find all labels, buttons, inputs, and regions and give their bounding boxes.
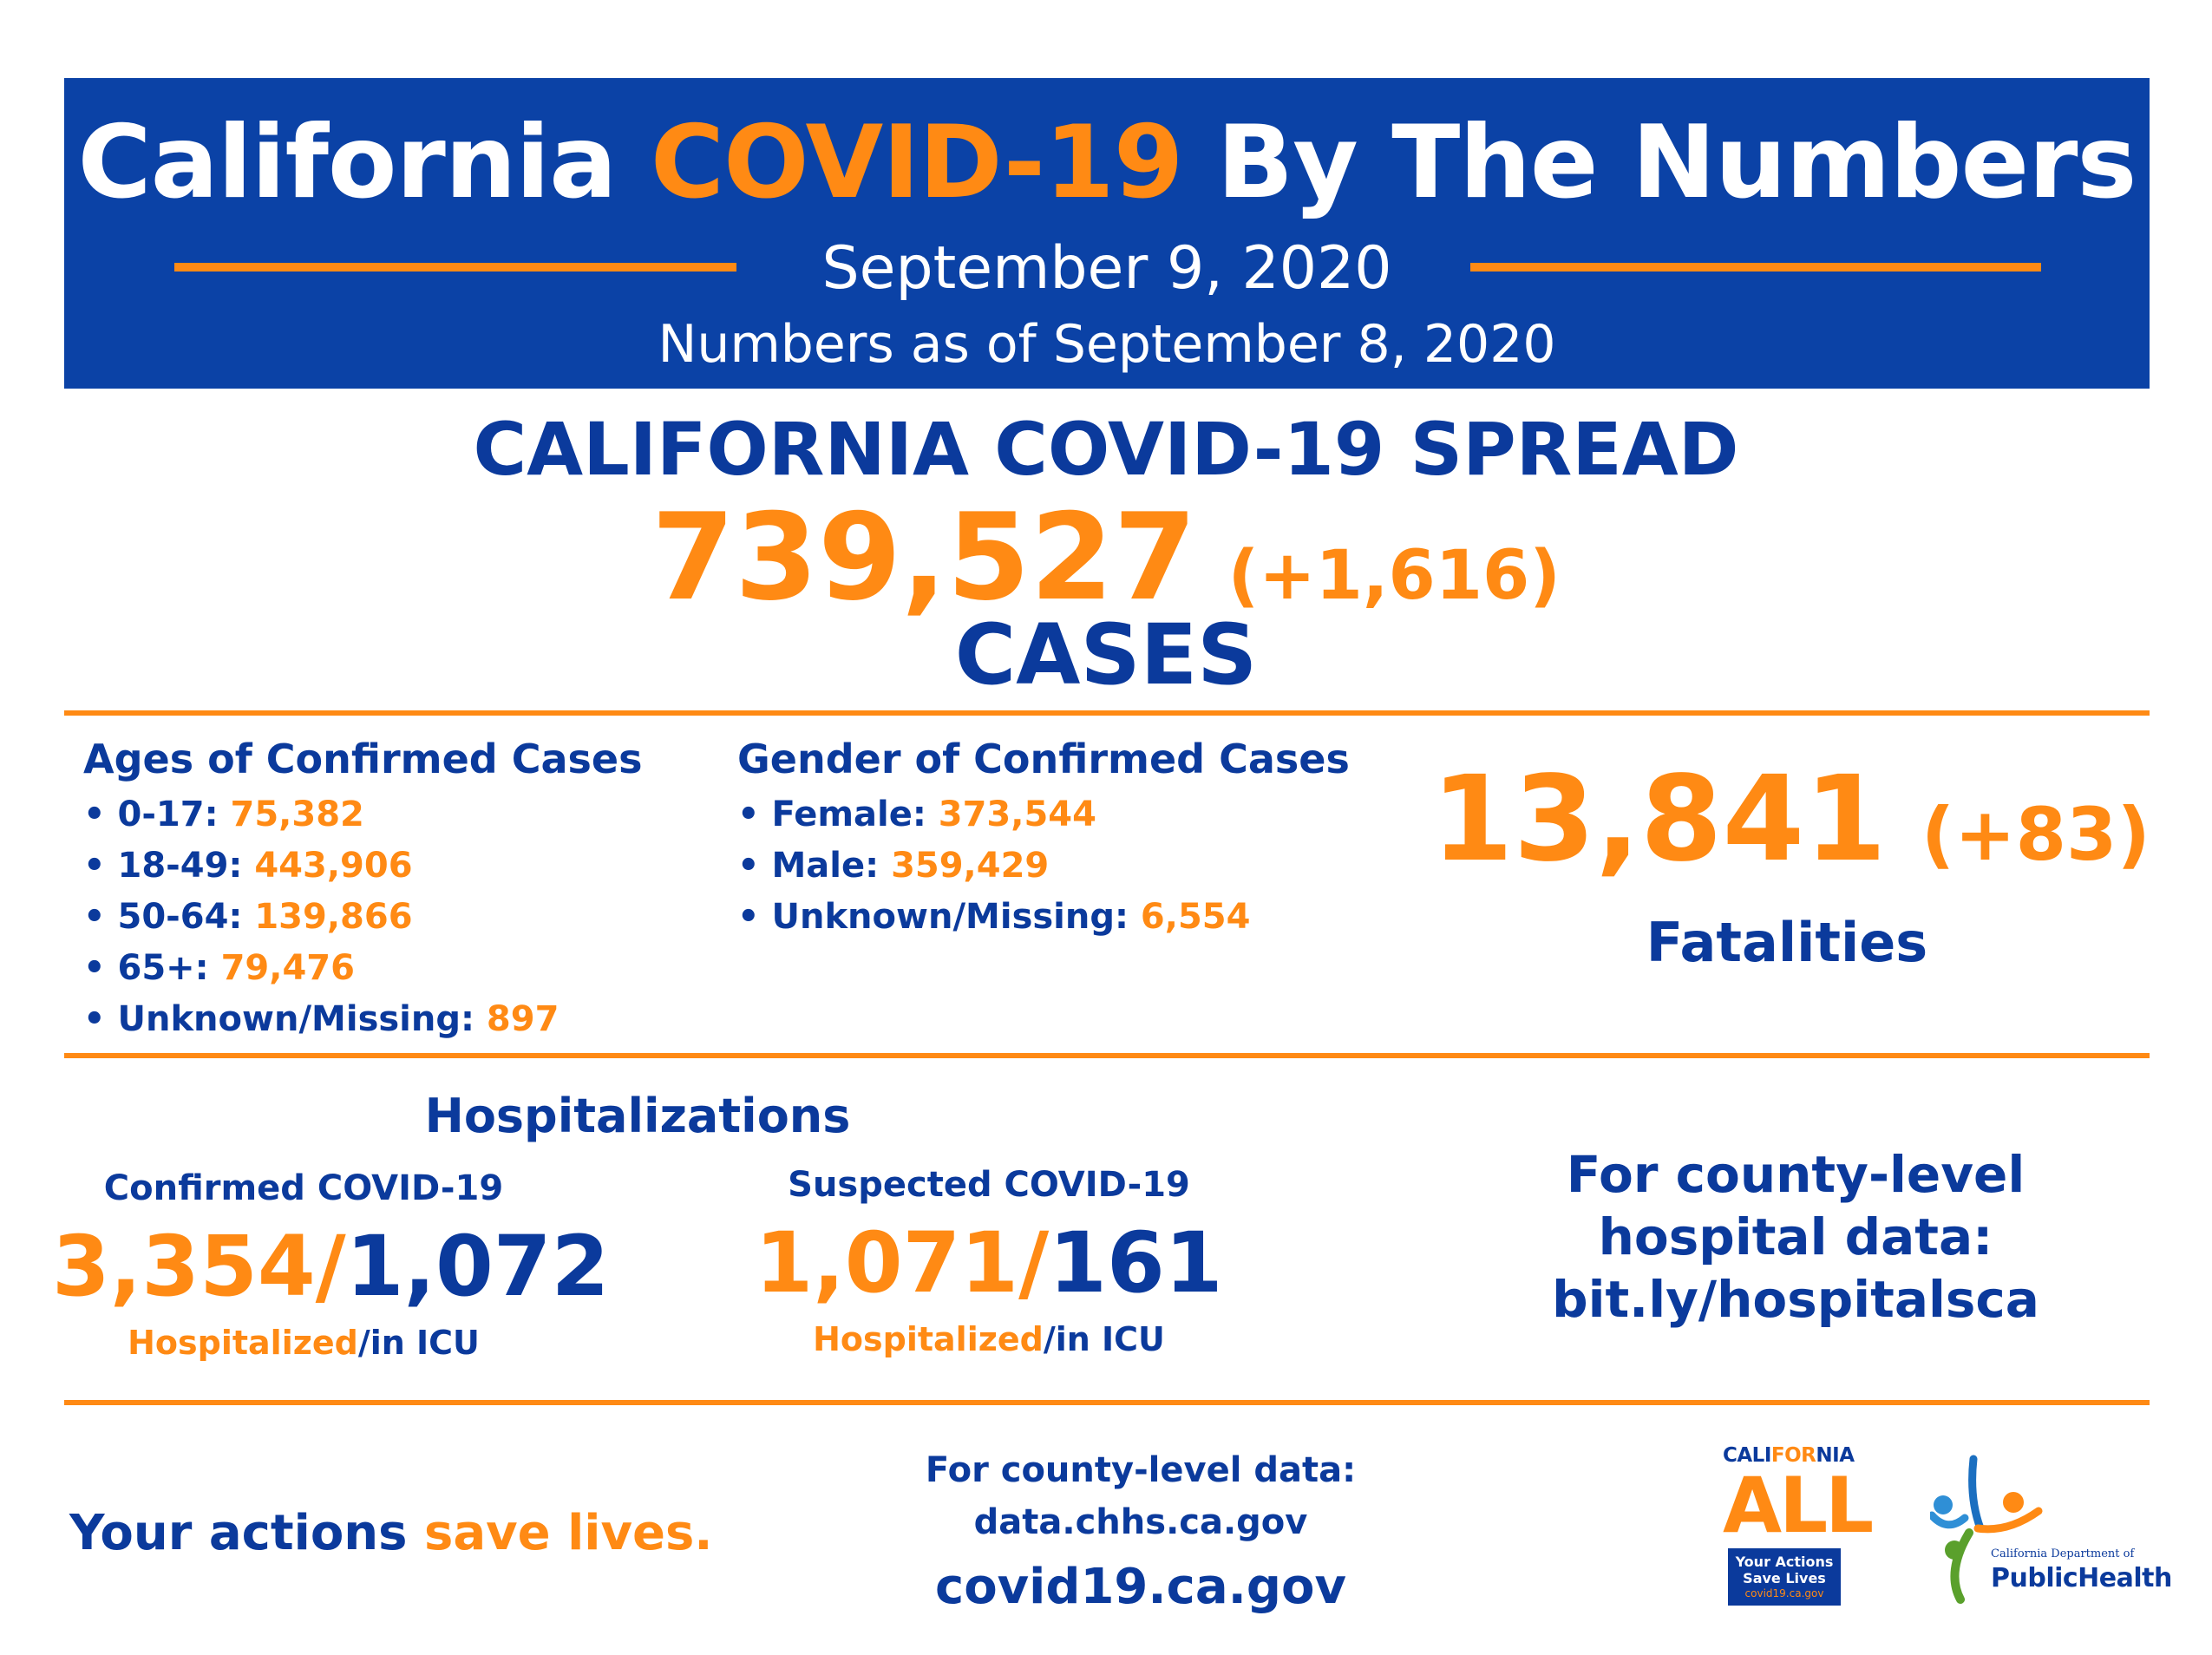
ca-word-pre: CALI bbox=[1723, 1444, 1771, 1467]
report-date: September 9, 2020 bbox=[821, 234, 1392, 303]
cases-change: (+1,616) bbox=[1227, 537, 1561, 615]
confirmed-label: Confirmed COVID-19 bbox=[103, 1168, 504, 1208]
cdph-name: PublicHealth bbox=[1991, 1563, 2172, 1593]
title-highlight: COVID-19 bbox=[650, 104, 1184, 221]
save-lives-pre: Your actions bbox=[69, 1505, 424, 1561]
fatalities-total: 13,841 bbox=[1431, 751, 1887, 888]
gender-item-value: 373,544 bbox=[938, 795, 1096, 834]
cdph-department: California Department of bbox=[1991, 1547, 2135, 1560]
confirmed-sub: Hospitalized/in ICU bbox=[52, 1318, 555, 1367]
divider-3 bbox=[64, 1400, 2150, 1405]
cases-line: 739,527 (+1,616) bbox=[0, 493, 2212, 659]
suspected-hospitalized: 1,071/ bbox=[755, 1214, 1050, 1312]
suspected-label: Suspected COVID-19 bbox=[788, 1165, 1190, 1205]
title-pre: California bbox=[77, 104, 651, 221]
ca-word-post: NIA bbox=[1816, 1444, 1855, 1467]
spread-title: CALIFORNIA COVID-19 SPREAD bbox=[473, 407, 1739, 492]
ca-box-line2: Save Lives bbox=[1743, 1570, 1826, 1586]
age-item-value: 897 bbox=[486, 999, 560, 1039]
county-data: For county-level data: data.chhs.ca.gov bbox=[867, 1444, 1414, 1548]
gender-list: • Female: 373,544 • Male: 359,429 • Unknow… bbox=[737, 789, 1250, 943]
suspected-numbers: 1,071/161 bbox=[746, 1211, 1232, 1315]
cdph-emblem-icon bbox=[1930, 1455, 2043, 1604]
ages-list: • 0-17: 75,382 • 18-49: 443,906 • 50-64: 1… bbox=[83, 789, 559, 1045]
confirmed-numbers: 3,354/1,072 bbox=[52, 1214, 609, 1318]
title-post: By The Numbers bbox=[1182, 104, 2137, 221]
age-item: • 18-49: 443,906 bbox=[83, 841, 559, 892]
all-wordmark: ALL bbox=[1723, 1461, 1874, 1550]
county-hospital-data: For county-level hospital data: bit.ly/h… bbox=[1535, 1143, 2056, 1331]
county-hospital-link[interactable]: bit.ly/hospitalsca bbox=[1552, 1270, 2039, 1329]
county-hospital-line2: hospital data: bbox=[1598, 1207, 1993, 1266]
cases-total: 739,527 bbox=[651, 487, 1197, 627]
california-all-logo: CALIFORNIA ALL Your Actions Save Lives c… bbox=[1723, 1444, 1874, 1618]
cases-label: CASES bbox=[954, 606, 1258, 703]
gender-title: Gender of Confirmed Cases bbox=[737, 736, 1350, 782]
fatalities-change: (+83) bbox=[1921, 792, 2150, 877]
age-item-value: 79,476 bbox=[220, 948, 355, 988]
confirmed-block: Confirmed COVID-19 3,354/1,072 Hospitali… bbox=[52, 1162, 609, 1367]
confirmed-sub-icu: /in ICU bbox=[357, 1324, 480, 1362]
age-item: • 0-17: 75,382 bbox=[83, 789, 559, 841]
ca-box-line1: Your Actions bbox=[1735, 1554, 1834, 1570]
covid-site-link[interactable]: covid19.ca.gov bbox=[935, 1559, 1346, 1615]
confirmed-hospitalized: 3,354/ bbox=[52, 1218, 346, 1315]
header-banner: California COVID-19 By The Numbers Septe… bbox=[64, 78, 2150, 389]
confirmed-sub-hospitalized: Hospitalized bbox=[128, 1324, 358, 1362]
suspected-icu: 161 bbox=[1049, 1214, 1223, 1312]
california-all-box: Your Actions Save Lives covid19.ca.gov bbox=[1728, 1548, 1841, 1606]
cdph-logo: California Department of PublicHealth bbox=[1930, 1450, 2172, 1624]
ages-title: Ages of Confirmed Cases bbox=[83, 736, 643, 782]
ca-box-url: covid19.ca.gov bbox=[1744, 1587, 1824, 1599]
as-of-date: Numbers as of September 8, 2020 bbox=[658, 314, 1556, 375]
suspected-block: Suspected COVID-19 1,071/161 Hospitalize… bbox=[746, 1159, 1232, 1364]
age-item-label: • 50-64: bbox=[83, 897, 255, 937]
hospitalizations-title: Hospitalizations bbox=[424, 1089, 851, 1143]
age-item-label: • 0-17: bbox=[83, 795, 231, 834]
age-item: • 65+: 79,476 bbox=[83, 943, 559, 994]
gender-item: • Unknown/Missing: 6,554 bbox=[737, 892, 1250, 943]
gender-item: • Male: 359,429 bbox=[737, 841, 1250, 892]
fatalities-label: Fatalities bbox=[1646, 911, 1928, 974]
divider-1 bbox=[64, 710, 2150, 716]
gender-item-value: 6,554 bbox=[1140, 897, 1251, 937]
age-item-label: • 18-49: bbox=[83, 846, 255, 886]
confirmed-icu: 1,072 bbox=[345, 1218, 610, 1315]
age-item-value: 75,382 bbox=[230, 795, 364, 834]
gender-item-label: • Male: bbox=[737, 846, 892, 886]
age-item: • Unknown/Missing: 897 bbox=[83, 994, 559, 1045]
suspected-sub: Hospitalized/in ICU bbox=[746, 1315, 1232, 1364]
page-title: California COVID-19 By The Numbers bbox=[64, 102, 2150, 224]
suspected-sub-hospitalized: Hospitalized bbox=[813, 1320, 1044, 1358]
gender-item-label: • Female: bbox=[737, 795, 939, 834]
age-item-label: • 65+: bbox=[83, 948, 221, 988]
county-data-link[interactable]: data.chhs.ca.gov bbox=[973, 1502, 1308, 1542]
county-data-line1: For county-level data: bbox=[925, 1450, 1357, 1490]
age-item-label: • Unknown/Missing: bbox=[83, 999, 487, 1039]
gender-item: • Female: 373,544 bbox=[737, 789, 1250, 841]
gender-item-label: • Unknown/Missing: bbox=[737, 897, 1141, 937]
save-lives-highlight: save lives. bbox=[423, 1505, 713, 1561]
gender-item-value: 359,429 bbox=[891, 846, 1050, 886]
california-wordmark: CALIFORNIA bbox=[1723, 1444, 1855, 1467]
header-rule-right bbox=[1470, 263, 2041, 271]
age-item-value: 139,866 bbox=[254, 897, 413, 937]
suspected-sub-icu: /in ICU bbox=[1043, 1320, 1165, 1358]
save-lives-slogan: Your actions save lives. bbox=[69, 1505, 713, 1561]
fatalities-line: 13,841 (+83) bbox=[1431, 755, 2150, 920]
county-hospital-line1: For county-level bbox=[1566, 1145, 2025, 1204]
divider-2 bbox=[64, 1053, 2150, 1058]
ca-word-hl: FOR bbox=[1770, 1444, 1816, 1467]
age-item-value: 443,906 bbox=[254, 846, 413, 886]
age-item: • 50-64: 139,866 bbox=[83, 892, 559, 943]
header-rule-left bbox=[174, 263, 736, 271]
